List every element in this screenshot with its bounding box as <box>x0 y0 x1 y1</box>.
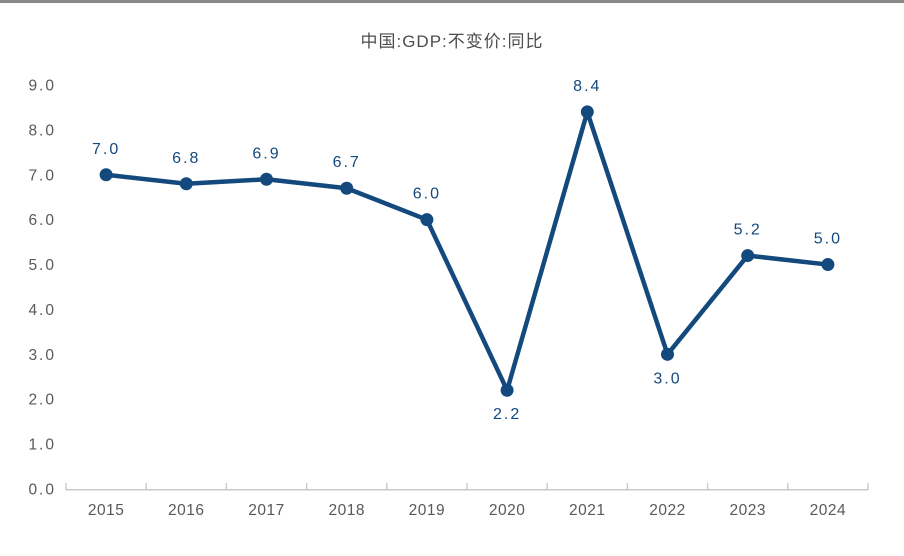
y-axis-tick-label: 6.0 <box>28 212 56 229</box>
chart-title: 中国:GDP:不变价:同比 <box>360 32 544 51</box>
x-axis-year-label: 2023 <box>729 502 765 519</box>
x-axis-year-label: 2020 <box>489 502 525 519</box>
data-point-2023 <box>741 249 755 263</box>
y-axis-tick-label: 8.0 <box>28 122 56 139</box>
data-point-2020 <box>500 383 514 397</box>
data-point-2018 <box>340 181 354 195</box>
gdp-series-line <box>103 109 831 393</box>
x-axis-year-label: 2016 <box>168 502 204 519</box>
y-axis-tick-label: 0.0 <box>28 482 56 499</box>
y-axis-tick-label: 5.0 <box>28 257 56 274</box>
y-axis-tick-label: 1.0 <box>28 437 56 454</box>
data-label-2024: 5.0 <box>814 231 842 248</box>
y-axis-tick-label: 9.0 <box>28 78 56 95</box>
data-point-2017 <box>260 172 273 186</box>
y-axis-tick-label: 3.0 <box>28 347 56 364</box>
x-axis-year-label: 2019 <box>409 502 445 519</box>
data-label-2016: 6.8 <box>172 150 200 167</box>
data-point-2022 <box>661 347 674 361</box>
x-axis-year-label: 2022 <box>649 502 685 519</box>
data-label-2022: 3.0 <box>653 370 681 387</box>
data-point-2015 <box>99 168 113 182</box>
y-axis-tick-label: 4.0 <box>28 302 56 319</box>
data-point-2024 <box>821 258 835 272</box>
y-axis-tick-label: 7.0 <box>28 167 56 184</box>
data-point-2021 <box>580 105 594 119</box>
data-label-2019: 6.0 <box>413 186 441 203</box>
x-axis-year-label: 2018 <box>328 502 364 519</box>
data-label-2015: 7.0 <box>92 141 120 158</box>
data-label-2023: 5.2 <box>734 222 762 239</box>
data-label-2020: 2.2 <box>493 406 521 423</box>
top-divider-rule <box>0 0 904 3</box>
y-axis-tick-label: 2.0 <box>28 392 56 409</box>
x-axis-year-label: 2021 <box>569 502 605 519</box>
data-label-2017: 6.9 <box>252 145 280 162</box>
data-label-2021: 8.4 <box>573 78 601 95</box>
data-label-2018: 6.7 <box>333 154 361 171</box>
data-point-2019 <box>420 213 434 227</box>
data-point-2016 <box>179 177 193 191</box>
x-axis-year-label: 2024 <box>810 502 846 519</box>
x-axis-year-label: 2015 <box>88 502 124 519</box>
x-axis-year-label: 2017 <box>248 502 284 519</box>
